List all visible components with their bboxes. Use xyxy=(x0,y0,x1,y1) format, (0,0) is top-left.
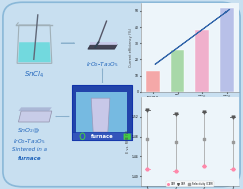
Text: furnace: furnace xyxy=(90,134,113,139)
OER xyxy=(231,115,234,119)
Legend: CER, OER, Selectivity (CER): CER, OER, Selectivity (CER) xyxy=(166,181,214,187)
Text: current efficiency: current efficiency xyxy=(152,138,228,147)
FancyBboxPatch shape xyxy=(124,134,131,140)
Selectivity (CER) xyxy=(145,138,149,141)
Polygon shape xyxy=(18,107,52,111)
OER xyxy=(174,113,178,116)
Selectivity (CER) xyxy=(174,140,178,143)
FancyBboxPatch shape xyxy=(77,92,127,134)
Bar xyxy=(196,30,209,92)
Bar xyxy=(220,8,234,92)
Selectivity (CER) xyxy=(231,140,234,143)
Polygon shape xyxy=(18,111,52,122)
CER xyxy=(174,170,178,173)
Bar xyxy=(146,71,160,92)
OER xyxy=(202,111,206,114)
CER xyxy=(231,167,234,170)
Polygon shape xyxy=(88,45,117,49)
Polygon shape xyxy=(91,98,110,132)
Text: furnace: furnace xyxy=(17,156,41,161)
Text: $IrO_2$-$Ta_2O_5$: $IrO_2$-$Ta_2O_5$ xyxy=(13,137,45,146)
Text: $SnCl_4$: $SnCl_4$ xyxy=(24,70,45,80)
OER xyxy=(145,108,149,111)
CER xyxy=(145,167,149,170)
Polygon shape xyxy=(90,42,117,45)
Y-axis label: Current efficiency (%): Current efficiency (%) xyxy=(129,28,133,67)
FancyArrowPatch shape xyxy=(56,116,69,117)
Text: $SnO_2@$: $SnO_2@$ xyxy=(17,127,41,135)
Y-axis label: E vs. RHE (V): E vs. RHE (V) xyxy=(126,130,130,153)
FancyBboxPatch shape xyxy=(72,132,132,140)
Polygon shape xyxy=(18,42,51,62)
FancyArrowPatch shape xyxy=(155,9,230,64)
Bar xyxy=(171,50,184,92)
CER xyxy=(202,165,206,168)
Text: Sintered in a: Sintered in a xyxy=(12,147,47,152)
Text: $IrO_2$-$Ta_2O_5$: $IrO_2$-$Ta_2O_5$ xyxy=(86,60,119,69)
FancyArrowPatch shape xyxy=(102,69,103,83)
Selectivity (CER) xyxy=(202,138,206,141)
FancyBboxPatch shape xyxy=(72,85,132,140)
